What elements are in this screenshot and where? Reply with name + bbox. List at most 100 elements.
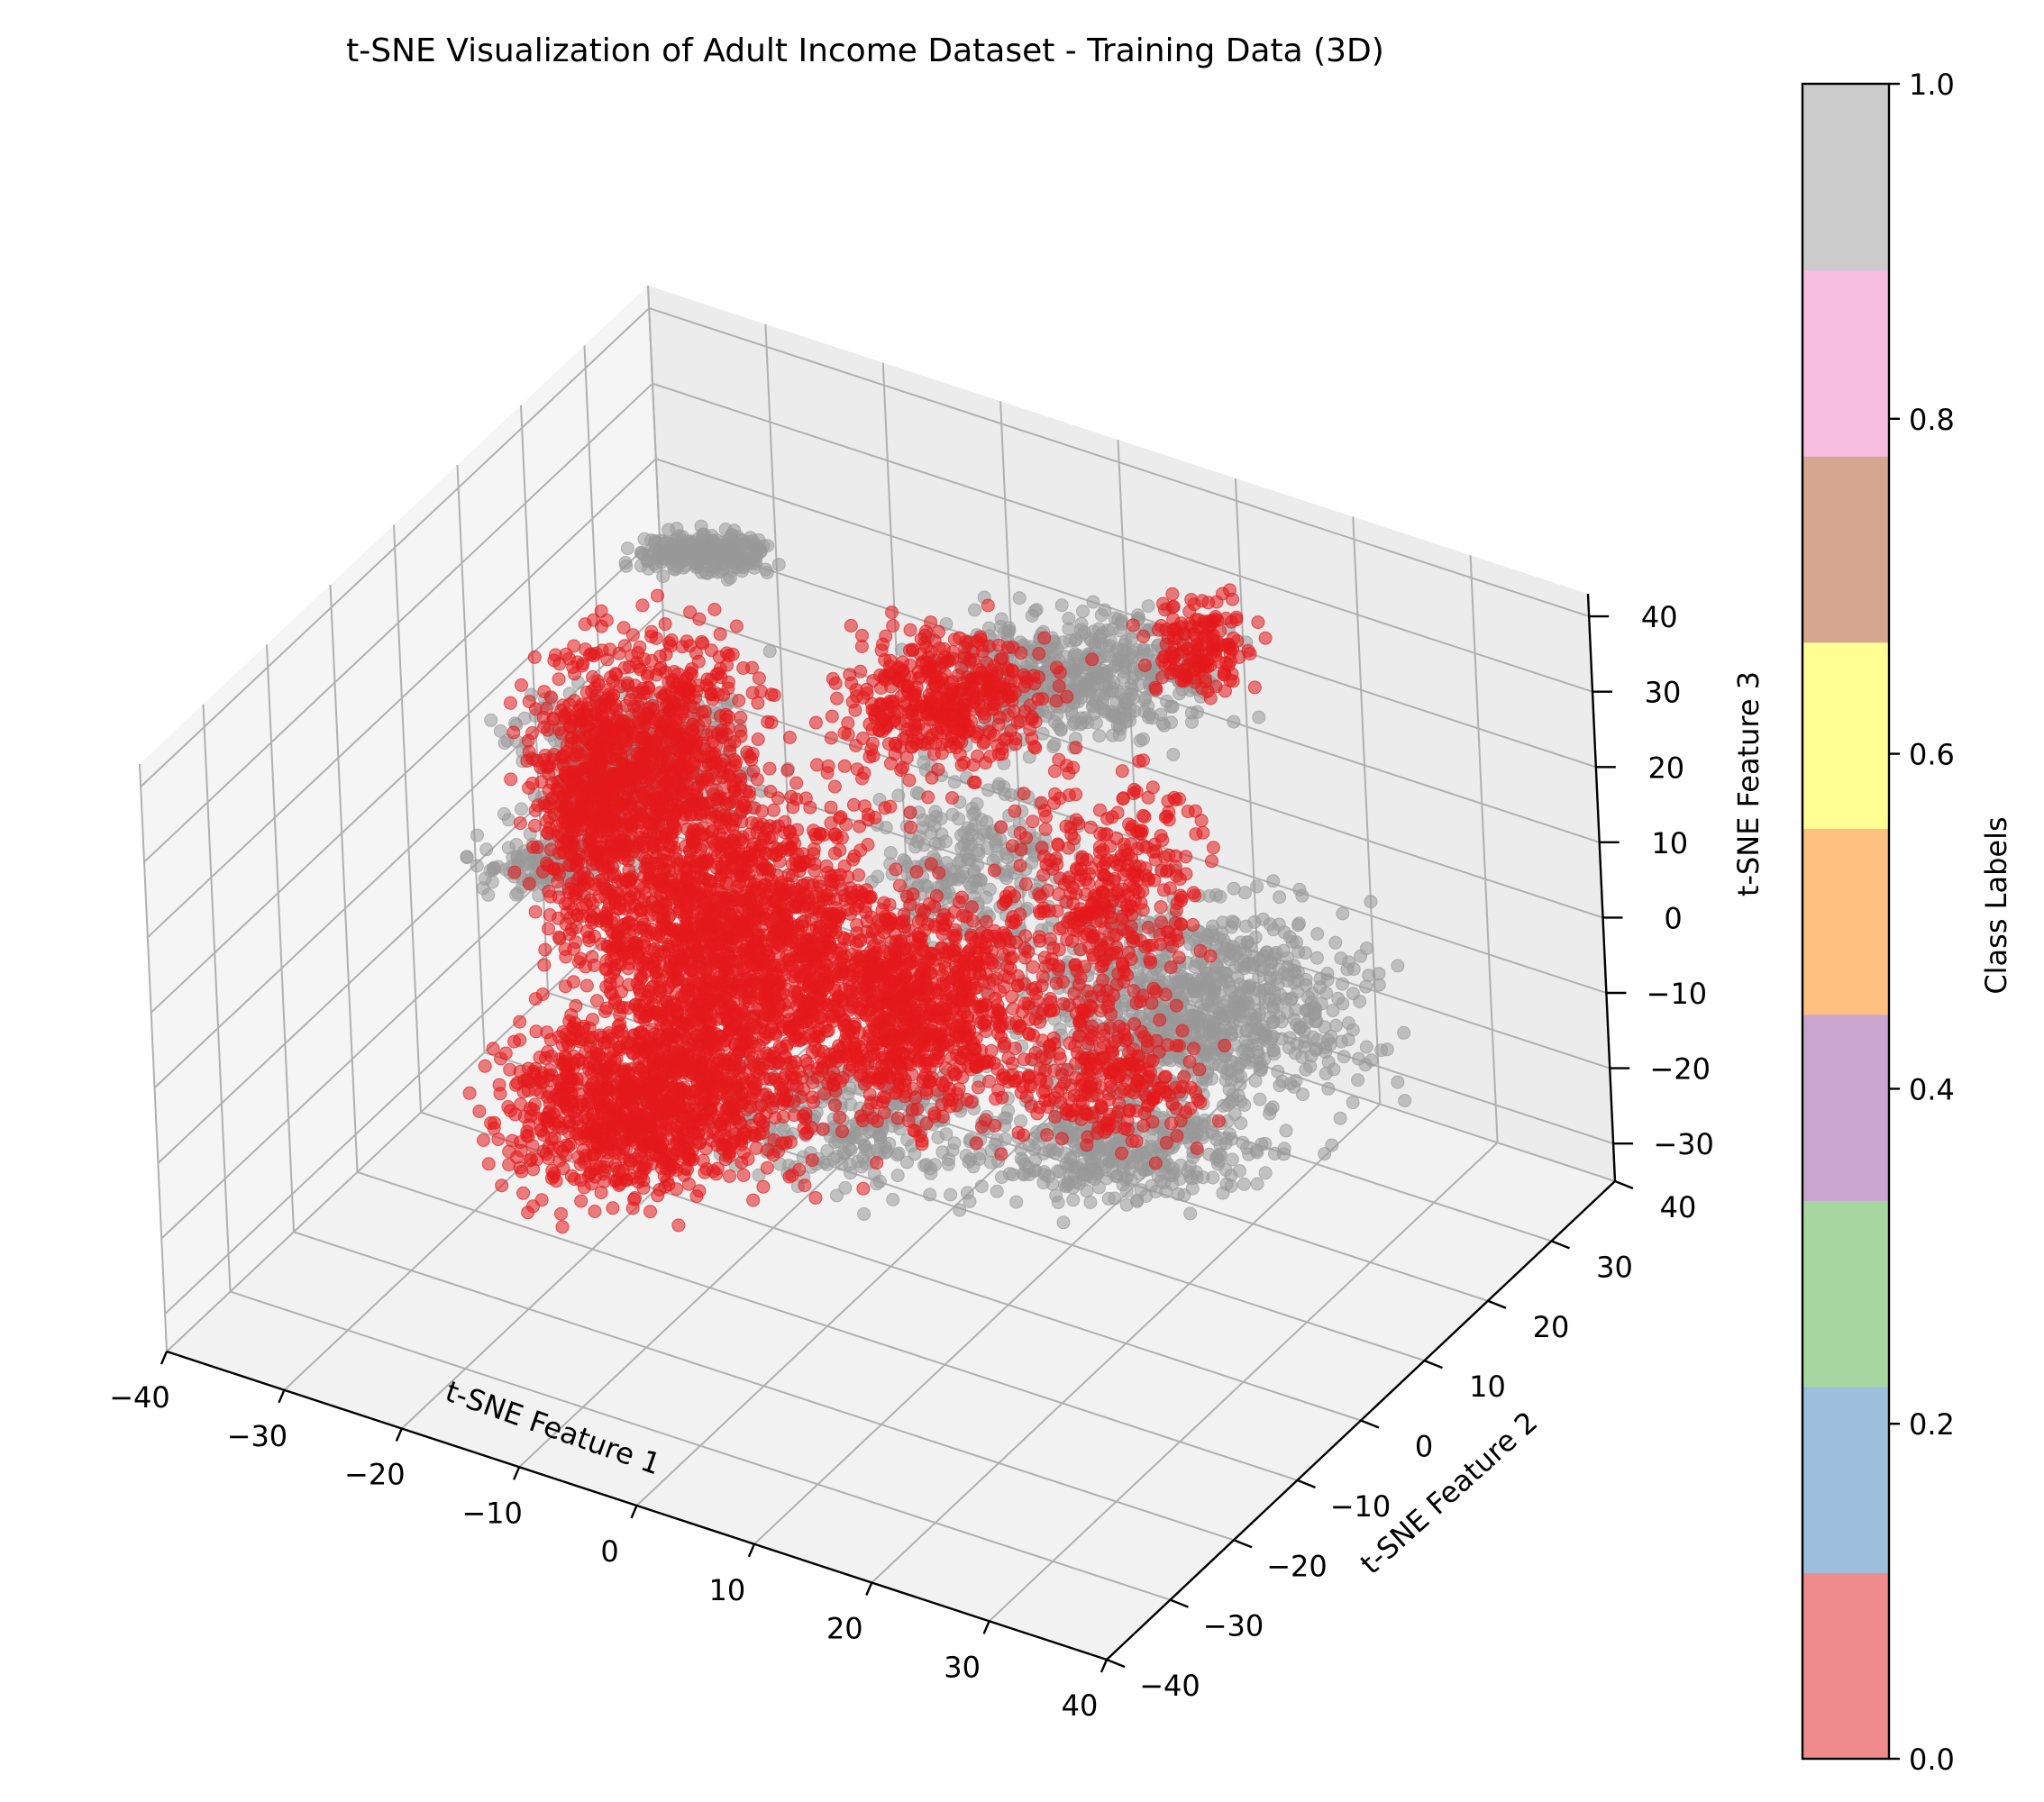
point-class-0 xyxy=(716,770,730,785)
point-class-1 xyxy=(872,1128,887,1142)
point-class-0 xyxy=(642,680,656,695)
point-class-0 xyxy=(620,733,634,748)
point-class-1 xyxy=(1056,1215,1071,1230)
point-class-0 xyxy=(625,649,639,663)
point-class-1 xyxy=(1336,977,1349,991)
point-class-0 xyxy=(503,696,517,710)
point-class-0 xyxy=(600,652,615,667)
point-class-1 xyxy=(886,1193,900,1206)
point-class-1 xyxy=(857,1206,871,1221)
point-class-1 xyxy=(1239,919,1253,933)
point-class-0 xyxy=(506,725,521,740)
point-class-1 xyxy=(1188,960,1202,974)
point-class-0 xyxy=(720,727,734,742)
point-class-0 xyxy=(719,713,734,727)
point-class-1 xyxy=(1137,694,1152,707)
point-class-1 xyxy=(1321,1055,1336,1069)
point-class-1 xyxy=(1359,1040,1373,1054)
point-class-1 xyxy=(1105,707,1119,722)
point-class-0 xyxy=(651,588,664,603)
point-class-1 xyxy=(1085,692,1100,706)
point-class-1 xyxy=(891,1146,906,1160)
point-class-0 xyxy=(642,726,656,741)
point-class-1 xyxy=(1253,1092,1267,1106)
point-class-0 xyxy=(683,639,698,653)
point-class-1 xyxy=(1082,1162,1097,1177)
point-class-1 xyxy=(1083,1196,1098,1209)
point-class-1 xyxy=(1037,1165,1052,1179)
point-class-1 xyxy=(1299,972,1313,987)
point-class-0 xyxy=(688,743,702,758)
point-class-1 xyxy=(1314,997,1328,1011)
point-class-1 xyxy=(1372,978,1386,992)
grid-line xyxy=(151,533,661,1014)
point-class-1 xyxy=(947,1136,962,1151)
point-class-0 xyxy=(704,687,718,701)
point-class-1 xyxy=(1299,1003,1313,1017)
point-class-1 xyxy=(679,544,693,559)
point-class-1 xyxy=(968,603,981,617)
point-class-1 xyxy=(1096,666,1110,680)
point-class-1 xyxy=(965,828,980,842)
point-class-1 xyxy=(923,1188,937,1202)
point-class-1 xyxy=(1228,1002,1242,1015)
point-class-1 xyxy=(509,887,524,902)
point-class-1 xyxy=(1042,705,1055,719)
point-class-0 xyxy=(732,694,746,708)
point-class-1 xyxy=(1078,711,1092,725)
point-class-0 xyxy=(767,803,780,817)
point-class-1 xyxy=(963,1152,977,1167)
point-class-1 xyxy=(1265,999,1280,1014)
point-class-1 xyxy=(1237,1177,1251,1191)
point-class-0 xyxy=(528,905,543,919)
point-class-1 xyxy=(748,553,762,568)
point-class-1 xyxy=(1093,1140,1108,1154)
point-class-1 xyxy=(952,812,966,826)
point-class-0 xyxy=(658,617,672,632)
point-class-1 xyxy=(954,853,968,868)
point-class-1 xyxy=(1283,993,1298,1007)
point-class-1 xyxy=(1237,886,1252,900)
point-class-1 xyxy=(931,1131,945,1144)
point-class-1 xyxy=(841,1087,855,1101)
point-class-1 xyxy=(947,775,962,789)
point-class-1 xyxy=(1346,962,1361,977)
point-class-1 xyxy=(1287,964,1301,978)
point-class-1 xyxy=(944,872,958,886)
point-class-1 xyxy=(879,821,893,835)
point-class-1 xyxy=(761,539,775,553)
point-class-0 xyxy=(752,671,766,686)
point-class-1 xyxy=(1273,890,1287,905)
point-class-1 xyxy=(890,1169,905,1183)
point-class-1 xyxy=(928,805,943,819)
point-class-1 xyxy=(1173,974,1188,988)
point-class-1 xyxy=(1257,949,1272,963)
point-class-1 xyxy=(497,806,511,821)
point-class-1 xyxy=(1291,918,1305,933)
point-class-1 xyxy=(960,1186,974,1200)
point-class-1 xyxy=(1000,851,1015,865)
point-class-1 xyxy=(1066,1193,1081,1207)
point-class-1 xyxy=(1230,1057,1245,1071)
grid-line xyxy=(140,307,650,787)
point-class-1 xyxy=(515,802,528,816)
point-class-0 xyxy=(547,653,561,668)
point-class-1 xyxy=(1398,1094,1412,1108)
chart-title: t-SNE Visualization of Adult Income Data… xyxy=(346,32,1384,69)
point-class-1 xyxy=(1250,879,1264,894)
point-class-1 xyxy=(1295,888,1309,903)
point-class-1 xyxy=(1337,1050,1351,1064)
point-class-1 xyxy=(1118,714,1133,729)
point-class-1 xyxy=(1166,748,1181,761)
point-class-0 xyxy=(746,764,761,778)
point-class-1 xyxy=(1086,595,1100,609)
point-class-1 xyxy=(941,1157,955,1171)
point-class-0 xyxy=(720,658,734,672)
point-class-1 xyxy=(871,869,885,884)
point-class-1 xyxy=(725,528,739,542)
point-class-0 xyxy=(538,942,552,957)
point-class-1 xyxy=(723,540,737,554)
point-class-1 xyxy=(656,536,671,551)
point-class-0 xyxy=(751,733,765,746)
